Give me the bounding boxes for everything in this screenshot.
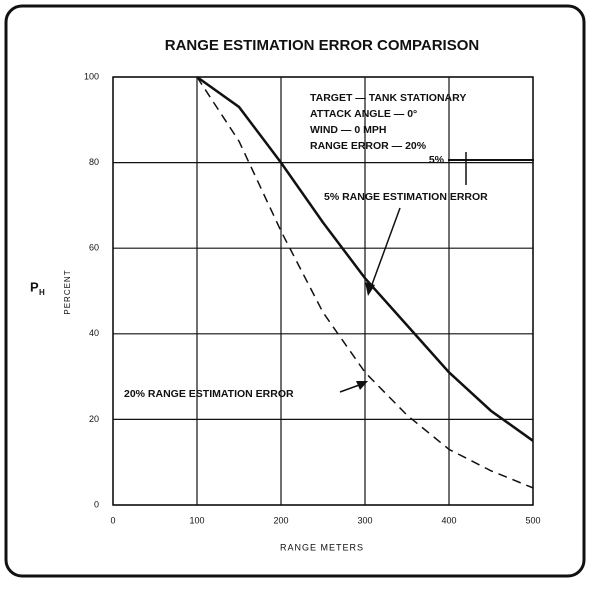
annotation: RANGE ERROR — 20% [310, 140, 427, 152]
annotation: ATTACK ANGLE — 0° [310, 108, 417, 120]
annotation: 5% [429, 154, 445, 166]
series-line [196, 75, 534, 442]
x-tick-label: 100 [189, 515, 204, 525]
x-tick-label: 400 [441, 515, 456, 525]
y-tick-label: 80 [89, 157, 99, 167]
arrow [369, 207, 401, 291]
y-tick-label: 0 [94, 499, 99, 509]
x-tick-label: 200 [273, 515, 288, 525]
annotation: TARGET — TANK STATIONARY [310, 92, 466, 104]
x-tick-label: 500 [525, 515, 540, 525]
series-label: 5% RANGE ESTIMATION ERROR [324, 191, 488, 203]
frame [4, 4, 586, 578]
y-tick-label: 60 [89, 243, 99, 253]
annotation: WIND — 0 MPH [310, 124, 386, 136]
y-axis-label-subscript: H [39, 288, 45, 297]
x-tick-label: 0 [110, 515, 115, 525]
y-tick-label: 100 [84, 71, 99, 81]
series-label: 20% RANGE ESTIMATION ERROR [124, 388, 294, 400]
y-axis-unit: PERCENT [63, 269, 72, 314]
chart-title: RANGE ESTIMATION ERROR COMPARISON [165, 37, 479, 54]
x-tick-label: 300 [357, 515, 372, 525]
y-axis-label: P [30, 279, 39, 294]
y-tick-label: 40 [89, 328, 99, 338]
series-line [196, 76, 534, 489]
x-axis-label: RANGE METERS [280, 542, 364, 552]
y-tick-label: 20 [89, 414, 99, 424]
